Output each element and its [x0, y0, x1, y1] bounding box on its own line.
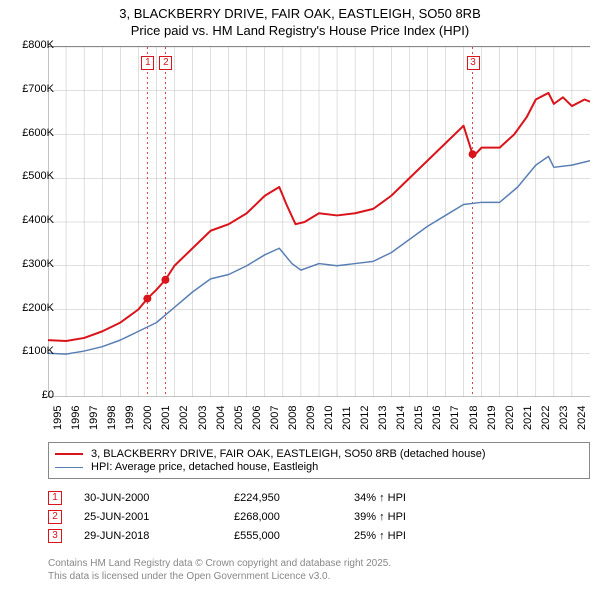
x-tick-label: 2005 — [233, 406, 245, 430]
legend-label: HPI: Average price, detached house, East… — [91, 461, 318, 473]
legend-item: HPI: Average price, detached house, East… — [55, 461, 583, 473]
x-tick-label: 2019 — [486, 406, 498, 430]
footer-line2: This data is licensed under the Open Gov… — [48, 571, 391, 584]
x-tick-label: 2006 — [251, 406, 263, 430]
x-tick-label: 2007 — [269, 406, 281, 430]
x-tick-label: 2021 — [522, 406, 534, 430]
sale-marker: 3 — [48, 529, 62, 543]
sale-diff: 39% ↑ HPI — [354, 511, 474, 523]
legend-item: 3, BLACKBERRY DRIVE, FAIR OAK, EASTLEIGH… — [55, 448, 583, 460]
x-tick-label: 2004 — [215, 406, 227, 430]
x-tick-label: 2011 — [341, 406, 353, 430]
title-line2: Price paid vs. HM Land Registry's House … — [0, 23, 600, 40]
x-tick-label: 2017 — [449, 406, 461, 430]
chart-area — [48, 46, 590, 396]
sale-price: £268,000 — [234, 511, 354, 523]
sales-table: 1 30-JUN-2000£224,95034% ↑ HPI 2 25-JUN-200… — [48, 486, 474, 548]
footer: Contains HM Land Registry data © Crown c… — [48, 558, 391, 583]
x-tick-label: 2010 — [323, 406, 335, 430]
x-tick-label: 1999 — [124, 406, 136, 430]
x-tick-label: 2002 — [178, 406, 190, 430]
chart-marker-1: 1 — [141, 56, 154, 70]
x-tick-label: 2012 — [359, 406, 371, 430]
y-tick-label: £400K — [4, 214, 54, 226]
x-tick-label: 2020 — [504, 406, 516, 430]
x-tick-label: 2016 — [431, 406, 443, 430]
y-tick-label: £800K — [4, 39, 54, 51]
chart-title: 3, BLACKBERRY DRIVE, FAIR OAK, EASTLEIGH… — [0, 0, 600, 40]
x-tick-label: 2003 — [197, 406, 209, 430]
sale-date: 25-JUN-2001 — [84, 511, 234, 523]
chart-marker-2: 2 — [159, 56, 172, 70]
x-tick-label: 2022 — [540, 406, 552, 430]
sale-diff: 25% ↑ HPI — [354, 530, 474, 542]
sale-marker: 1 — [48, 491, 62, 505]
sale-date: 29-JUN-2018 — [84, 530, 234, 542]
y-tick-label: £500K — [4, 170, 54, 182]
x-tick-label: 1995 — [52, 406, 64, 430]
sale-diff: 34% ↑ HPI — [354, 492, 474, 504]
sale-price: £224,950 — [234, 492, 354, 504]
x-tick-label: 2024 — [576, 406, 588, 430]
y-tick-label: £700K — [4, 83, 54, 95]
footer-line1: Contains HM Land Registry data © Crown c… — [48, 558, 391, 571]
sale-row: 1 30-JUN-2000£224,95034% ↑ HPI — [48, 491, 474, 505]
sale-row: 3 29-JUN-2018£555,00025% ↑ HPI — [48, 529, 474, 543]
x-tick-label: 2009 — [305, 406, 317, 430]
x-tick-label: 1998 — [106, 406, 118, 430]
x-tick-label: 2000 — [142, 406, 154, 430]
chart-svg — [48, 47, 590, 397]
y-tick-label: £600K — [4, 127, 54, 139]
y-tick-label: £200K — [4, 302, 54, 314]
title-line1: 3, BLACKBERRY DRIVE, FAIR OAK, EASTLEIGH… — [0, 6, 600, 23]
x-tick-label: 1997 — [88, 406, 100, 430]
legend-swatch — [55, 467, 83, 468]
x-tick-label: 2018 — [468, 406, 480, 430]
y-tick-label: £100K — [4, 345, 54, 357]
y-tick-label: £0 — [4, 389, 54, 401]
sale-row: 2 25-JUN-2001£268,00039% ↑ HPI — [48, 510, 474, 524]
x-tick-label: 2023 — [558, 406, 570, 430]
x-tick-label: 2014 — [395, 406, 407, 430]
x-tick-label: 2013 — [377, 406, 389, 430]
legend-label: 3, BLACKBERRY DRIVE, FAIR OAK, EASTLEIGH… — [91, 448, 486, 460]
x-tick-label: 2001 — [160, 406, 172, 430]
x-tick-label: 2015 — [413, 406, 425, 430]
sale-price: £555,000 — [234, 530, 354, 542]
chart-marker-3: 3 — [467, 56, 480, 70]
x-tick-label: 1996 — [70, 406, 82, 430]
legend: 3, BLACKBERRY DRIVE, FAIR OAK, EASTLEIGH… — [48, 442, 590, 479]
x-tick-label: 2008 — [287, 406, 299, 430]
sale-marker: 2 — [48, 510, 62, 524]
legend-swatch — [55, 453, 83, 455]
y-tick-label: £300K — [4, 258, 54, 270]
sale-date: 30-JUN-2000 — [84, 492, 234, 504]
